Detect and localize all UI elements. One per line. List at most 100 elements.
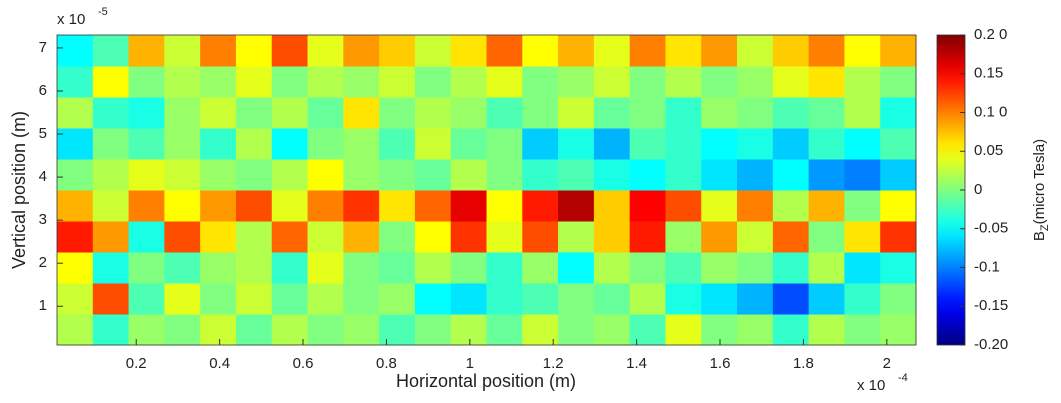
heatmap-cell: [701, 128, 738, 160]
heatmap-cell: [343, 283, 380, 315]
heatmap-cell: [593, 97, 631, 129]
heatmap-cell: [593, 159, 631, 191]
heatmap-cell: [629, 128, 666, 160]
heatmap-cell: [522, 128, 559, 160]
heatmap-cell: [880, 252, 917, 284]
heatmap-cell: [844, 159, 881, 191]
heatmap-cell: [808, 283, 845, 315]
heatmap-cell: [307, 283, 344, 315]
colorbar-symbol: B: [1031, 231, 1048, 241]
heatmap-cell: [379, 283, 416, 315]
heatmap-cell: [880, 97, 917, 129]
heatmap-cell: [665, 283, 702, 315]
colorbar-tick-label: 0: [974, 181, 982, 198]
heatmap-cell: [737, 221, 774, 253]
heatmap-cell: [128, 35, 165, 67]
heatmap-cell: [379, 66, 416, 98]
heatmap-cell: [593, 314, 631, 346]
heatmap-cell: [737, 35, 774, 67]
heatmap-cell: [486, 159, 523, 191]
heatmap-cell: [844, 314, 881, 346]
heatmap-cell: [164, 159, 201, 191]
heatmap-cell: [844, 190, 881, 222]
heatmap-cell: [164, 190, 201, 222]
heatmap-cell: [343, 252, 380, 284]
heatmap-cell: [665, 221, 702, 253]
heatmap-cell: [164, 252, 201, 284]
heatmap-cell: [808, 314, 845, 346]
heatmap-cell: [235, 128, 273, 160]
heatmap-cell: [665, 66, 702, 98]
heatmap-cell: [701, 97, 738, 129]
heatmap-cell: [629, 159, 666, 191]
x-tick-label: 1.8: [793, 355, 814, 372]
heatmap-cell: [629, 283, 666, 315]
heatmap-cell: [772, 221, 810, 253]
heatmap-cell: [558, 35, 595, 67]
heatmap-cell: [235, 190, 273, 222]
heatmap-cell: [522, 283, 559, 315]
heatmap-cell: [486, 190, 523, 222]
heatmap-cell: [844, 252, 881, 284]
colorbar-tick-label: -0.20: [974, 336, 1008, 353]
heatmap-cell: [701, 252, 738, 284]
heatmap-cell: [379, 314, 416, 346]
heatmap-cell: [844, 221, 881, 253]
heatmap-cell: [450, 159, 487, 191]
heatmap-cell: [414, 66, 452, 98]
heatmap-cell: [343, 221, 380, 253]
heatmap-cell: [665, 159, 702, 191]
heatmap-cell: [522, 221, 559, 253]
heatmap-cell: [343, 66, 380, 98]
heatmap-cell: [772, 283, 810, 315]
heatmap-cell: [558, 252, 595, 284]
heatmap-cell: [379, 221, 416, 253]
heatmap-cell: [379, 159, 416, 191]
heatmap-cell: [92, 35, 130, 67]
heatmap-cell: [772, 66, 810, 98]
heatmap-cell: [558, 190, 595, 222]
heatmap-cell: [629, 190, 666, 222]
heatmap-cell: [414, 314, 452, 346]
heatmap-cell: [593, 35, 631, 67]
heatmap-cell: [200, 35, 237, 67]
heatmap-cell: [128, 283, 165, 315]
x-tick-label: 2: [883, 355, 891, 372]
heatmap-cell: [450, 283, 487, 315]
heatmap-cell: [164, 283, 201, 315]
heatmap-cell: [307, 252, 344, 284]
heatmap-cell: [235, 97, 273, 129]
heatmap-cell: [450, 66, 487, 98]
heatmap-cell: [701, 221, 738, 253]
heatmap-cell: [57, 66, 94, 98]
heatmap-cell: [665, 314, 702, 346]
x-tick-label: 0.8: [376, 355, 397, 372]
heatmap-cell: [629, 252, 666, 284]
y-exponent: -5: [98, 6, 108, 18]
heatmap-cell: [235, 252, 273, 284]
x-tick-label: 0.6: [293, 355, 314, 372]
heatmap-cell: [379, 35, 416, 67]
x-tick-label: 1.4: [626, 355, 647, 372]
heatmap-cell: [414, 190, 452, 222]
heatmap-cell: [808, 66, 845, 98]
heatmap-cell: [414, 283, 452, 315]
heatmap-cell: [414, 35, 452, 67]
heatmap-cell: [665, 97, 702, 129]
heatmap-cell: [379, 252, 416, 284]
y-tick-label: 3: [39, 211, 47, 228]
colorbar-subscript: Z: [1039, 224, 1051, 231]
heatmap-cell: [128, 159, 165, 191]
heatmap-cell: [235, 221, 273, 253]
y-multiplier: x 10: [57, 11, 85, 28]
heatmap-cell: [593, 190, 631, 222]
heatmap-cell: [343, 314, 380, 346]
heatmap-cell: [307, 221, 344, 253]
heatmap-cell: [450, 252, 487, 284]
heatmap-cell: [558, 283, 595, 315]
heatmap-cell: [880, 128, 917, 160]
y-tick-label: 7: [39, 39, 47, 56]
heatmap-cell: [57, 35, 94, 67]
heatmap-cell: [450, 221, 487, 253]
heatmap-cell: [844, 283, 881, 315]
